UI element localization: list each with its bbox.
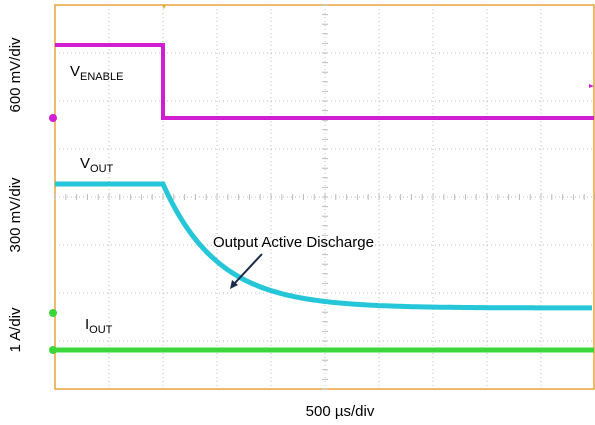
y-label: 300 mV/div <box>7 177 24 253</box>
trace-label: VENABLE <box>70 63 123 83</box>
x-label: 500 µs/div <box>306 403 375 420</box>
y-label: 600 mV/div <box>7 37 24 113</box>
y-label: 1 A/div <box>7 307 24 353</box>
trace-venable <box>55 43 594 120</box>
ch-marker <box>49 346 57 354</box>
annotation: Output Active Discharge <box>213 234 374 251</box>
trigger-level <box>589 84 594 88</box>
arrow-head <box>230 280 238 289</box>
trace-label: IOUT <box>85 316 113 336</box>
trace-label: VOUT <box>80 155 114 175</box>
trigger-marker <box>162 5 166 9</box>
ch-marker <box>49 114 57 122</box>
annotation-arrow <box>233 253 263 285</box>
trace-vout <box>55 181 592 311</box>
ch-marker <box>49 309 57 317</box>
